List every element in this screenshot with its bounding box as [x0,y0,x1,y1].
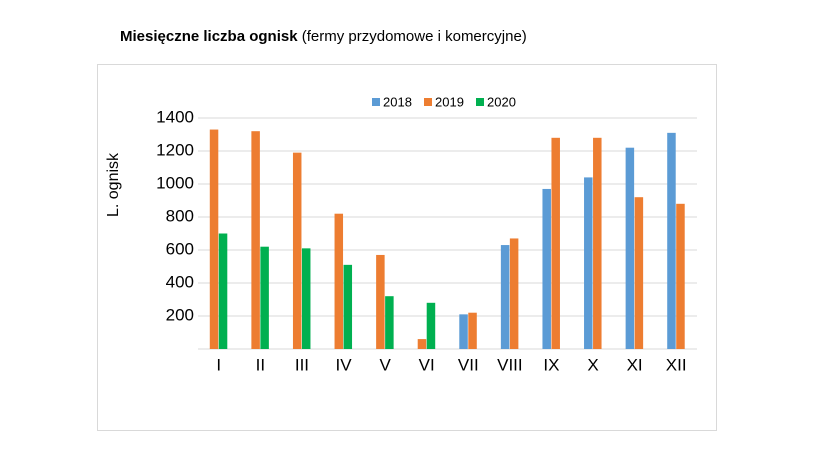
x-tick-label: X [587,355,598,374]
bar [251,131,260,349]
x-tick-label: IX [543,355,559,374]
bar [676,203,685,349]
y-tick-label: 400 [166,272,194,291]
bar [468,312,477,349]
chart-title: Miesięczne liczba ognisk [120,28,298,45]
legend-swatch [424,98,432,106]
bar [593,137,602,349]
bar [218,233,228,349]
y-tick-label: 800 [166,206,194,225]
bar [260,246,269,349]
y-axis-label: L. ognisk [105,152,122,217]
legend-label: 2018 [383,94,412,109]
legend: 2018 2019 2020 [372,94,516,109]
bar [334,213,344,349]
legend-swatch [476,98,484,106]
x-tick-label: VII [458,355,479,374]
y-tick-label: 1200 [156,140,194,159]
bar [417,339,427,349]
x-tick-label: V [379,355,391,374]
x-tick-label: III [295,355,309,374]
x-tick-label: XI [627,355,643,374]
bar [509,238,519,349]
bar [385,296,394,349]
chart-frame [97,64,717,431]
x-tick-label: XII [666,355,687,374]
bar [426,302,436,349]
x-tick-label: IV [336,355,353,374]
chart-title-line: Miesięczne liczba ognisk (fermy przydomo… [120,28,527,45]
y-tick-label: 1000 [156,173,194,192]
x-tick-label: VIII [497,355,523,374]
bar [301,248,311,349]
y-tick-label: 600 [166,239,194,258]
bar [343,264,353,349]
bar [667,132,676,349]
bar [500,245,510,349]
y-tick-label: 200 [166,305,194,324]
bar [542,188,551,349]
bar [209,129,219,349]
bar [292,152,302,349]
bar [551,137,560,349]
bar [459,314,468,349]
bar [625,147,635,349]
bar [376,254,385,349]
chart-subtitle: (fermy przydomowe i komercyjne) [302,28,527,45]
y-tick-label: 1400 [156,107,194,126]
legend-label: 2020 [487,94,516,109]
x-tick-label: I [216,355,221,374]
legend-label: 2019 [435,94,464,109]
legend-swatch [372,98,380,106]
x-tick-label: II [256,355,265,374]
bar [584,177,593,349]
x-tick-label: VI [419,355,435,374]
bar [634,197,644,349]
